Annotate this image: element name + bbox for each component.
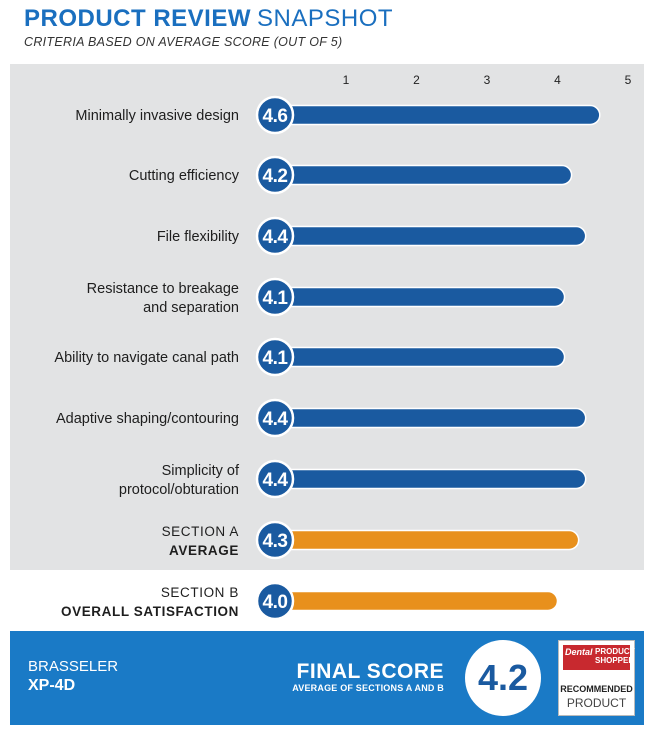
- category-label: File flexibility: [157, 229, 240, 245]
- x-tick-label: 3: [484, 73, 491, 87]
- badge-product-shopper: PRODUCT SHOPPER: [595, 647, 635, 665]
- data-label: 4.6: [263, 106, 288, 127]
- data-label: 4.1: [263, 348, 289, 369]
- score-chart: 1 2 3 4 5 4.6 Minimally invasive design 4.2 Cutt…: [54, 73, 632, 621]
- brand-block: BRASSELER XP-4D: [28, 657, 118, 695]
- x-tick-label: 2: [413, 73, 420, 87]
- data-label: 4.4: [263, 409, 289, 430]
- value-circle: [255, 216, 295, 256]
- badge-logo: Dental PRODUCT SHOPPER: [563, 645, 635, 670]
- final-score-label-block: FINAL SCORE AVERAGE OF SECTIONS A AND B: [292, 660, 444, 694]
- data-label: 4.3: [263, 531, 288, 552]
- badge-product: PRODUCT: [595, 647, 635, 656]
- category-label: Resistance to breakage: [87, 281, 239, 297]
- bar: [279, 468, 587, 490]
- value-circle: [255, 337, 295, 377]
- value-circle: [255, 520, 295, 560]
- badge-product-word: PRODUCT: [566, 696, 627, 710]
- bar: [279, 225, 587, 247]
- category-label: AVERAGE: [169, 543, 239, 558]
- x-tick-label: 5: [625, 73, 632, 87]
- value-circle: [255, 581, 295, 621]
- category-label: Simplicity of: [162, 463, 240, 479]
- product-name: XP-4D: [28, 677, 76, 694]
- category-label: and separation: [143, 300, 239, 316]
- subtitle: CRITERIA BASED ON AVERAGE SCORE (OUT OF …: [24, 35, 343, 49]
- title-bold: PRODUCT REVIEW: [24, 5, 252, 32]
- value-circle: [255, 459, 295, 499]
- value-circle: [255, 95, 295, 135]
- header: PRODUCT REVIEW SNAPSHOT CRITERIA BASED ON…: [24, 4, 393, 49]
- data-label: 4.4: [263, 227, 289, 248]
- data-label: 4.2: [263, 166, 288, 187]
- data-label: 4.4: [263, 470, 289, 491]
- final-score-value: 4.2: [465, 640, 541, 716]
- final-score-footer: BRASSELER XP-4D FINAL SCORE AVERAGE OF S…: [10, 631, 644, 725]
- badge-dental: Dental: [565, 647, 593, 657]
- x-tick-label: 4: [554, 73, 561, 87]
- category-label: Minimally invasive design: [75, 108, 239, 124]
- x-tick-label: 1: [343, 73, 350, 87]
- category-label: Adaptive shaping/contouring: [56, 411, 239, 427]
- recommended-badge: Dental PRODUCT SHOPPER RECOMMENDED PRODUC…: [558, 640, 635, 716]
- bar: [279, 104, 601, 126]
- badge-shopper: SHOPPER: [595, 656, 635, 665]
- category-label: OVERALL SATISFACTION: [61, 604, 239, 619]
- data-label: 4.1: [263, 288, 289, 309]
- category-label: Cutting efficiency: [129, 168, 240, 184]
- bar: [279, 407, 587, 429]
- category-label: Ability to navigate canal path: [54, 350, 239, 366]
- bar: [279, 590, 559, 612]
- badge-recommended: RECOMMENDED: [560, 684, 633, 694]
- bar: [279, 286, 566, 308]
- data-label: 4.0: [263, 592, 288, 613]
- page-title: PRODUCT REVIEW SNAPSHOT: [24, 4, 393, 34]
- value-circle: [255, 277, 295, 317]
- value-circle: [255, 155, 295, 195]
- bar: [279, 346, 566, 368]
- value-circle: [255, 398, 295, 438]
- bar: [279, 529, 580, 551]
- category-label: SECTION A: [162, 524, 239, 539]
- bar: [279, 164, 573, 186]
- final-score-label: FINAL SCORE: [296, 660, 444, 683]
- final-score-subtitle: AVERAGE OF SECTIONS A AND B: [292, 683, 444, 693]
- category-label: SECTION B: [161, 585, 239, 600]
- brand-name: BRASSELER: [28, 658, 119, 675]
- title-light: SNAPSHOT: [257, 5, 394, 32]
- category-label: protocol/obturation: [119, 482, 239, 498]
